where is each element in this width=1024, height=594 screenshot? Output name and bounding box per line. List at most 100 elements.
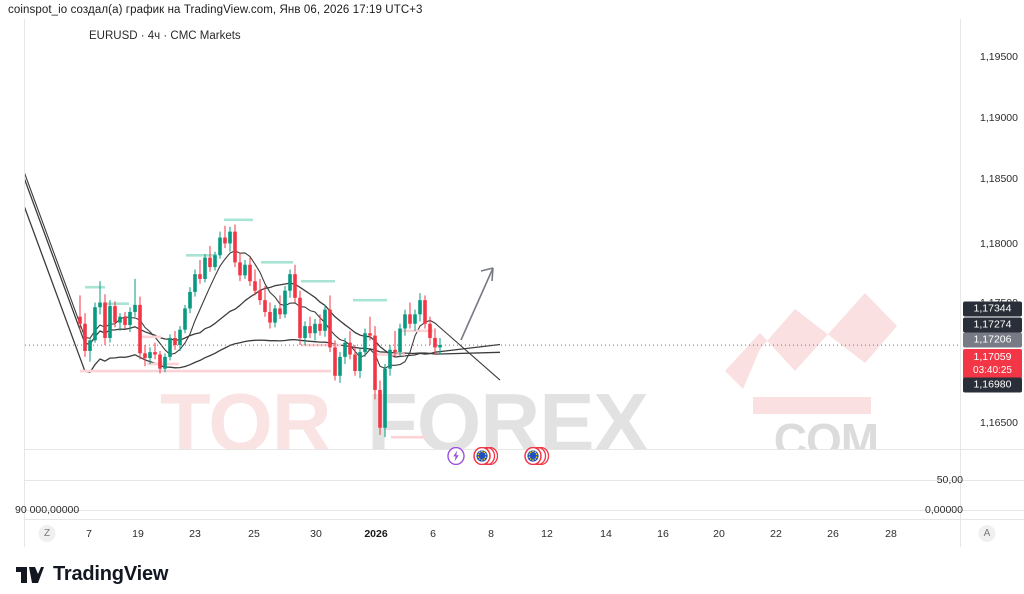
candle-body xyxy=(243,264,247,276)
candle-body xyxy=(383,368,387,428)
time-axis-tick: 23 xyxy=(189,528,201,540)
candle-body xyxy=(228,231,232,244)
candle-body xyxy=(433,337,437,348)
candle-body xyxy=(198,274,202,279)
candle-body xyxy=(293,274,297,298)
candle-body xyxy=(168,337,172,357)
candle-body xyxy=(403,314,407,329)
candle-body xyxy=(183,308,187,330)
candle-body xyxy=(83,323,87,351)
tradingview-logo-icon xyxy=(16,566,44,583)
price-axis-tick: 1,16500 xyxy=(980,417,1018,429)
candle-body xyxy=(158,354,162,369)
up-trend-arrow-shaft[interactable] xyxy=(460,267,494,341)
candle-body xyxy=(343,342,347,357)
candle-body xyxy=(238,262,242,276)
economic-event-eu-2-icon[interactable] xyxy=(524,446,550,470)
candle-body xyxy=(213,255,217,268)
time-axis-tick: 19 xyxy=(132,528,144,540)
candle-body xyxy=(408,314,412,324)
candle-body xyxy=(338,356,342,376)
time-axis-tick: 22 xyxy=(770,528,782,540)
candle-body xyxy=(118,316,122,323)
economic-event-eu-1-icon[interactable] xyxy=(473,446,499,470)
time-scale-reset-button[interactable]: Z xyxy=(38,525,56,542)
price-badge-ask[interactable]: 1,17344 xyxy=(963,301,1022,317)
candle-body xyxy=(413,314,417,324)
candle-body xyxy=(298,297,302,338)
candle-body xyxy=(103,302,107,338)
price-axis-tick: 1,18500 xyxy=(980,173,1018,185)
candle-body xyxy=(178,329,182,346)
candle-body xyxy=(148,352,152,359)
time-axis-tick: 7 xyxy=(86,528,92,540)
pane-separator-3 xyxy=(25,510,1024,511)
candle-body xyxy=(193,274,197,292)
time-axis-tick: 16 xyxy=(657,528,669,540)
price-badge-other[interactable]: 1,16980 xyxy=(963,377,1022,393)
candle-body xyxy=(308,326,312,334)
candle-body xyxy=(273,308,277,323)
price-badge-bid[interactable]: 1,17274 xyxy=(963,317,1022,333)
economic-event-lightning-icon[interactable] xyxy=(447,446,465,470)
price-scale[interactable]: 1,195001,190001,185001,180001,175001,165… xyxy=(960,19,1024,547)
candle-body xyxy=(123,316,127,325)
time-axis-tick: 25 xyxy=(248,528,260,540)
candle-body xyxy=(108,306,112,338)
candle-body xyxy=(303,326,307,338)
candle-body xyxy=(398,328,402,353)
candle-body xyxy=(423,300,427,324)
time-axis-tick: 2026 xyxy=(364,528,388,540)
time-axis-tick: 14 xyxy=(600,528,612,540)
candle-body xyxy=(138,304,142,354)
pane-separator-1 xyxy=(25,449,1024,450)
candle-body xyxy=(133,304,137,312)
candle-body xyxy=(323,309,327,331)
time-axis-tick: 20 xyxy=(713,528,725,540)
candle-body xyxy=(143,353,147,359)
candle-body xyxy=(233,231,237,263)
candle-body xyxy=(313,323,317,334)
time-axis-tick: 28 xyxy=(885,528,897,540)
price-badge-prev[interactable]: 1,17206 xyxy=(963,332,1022,348)
candle-body xyxy=(388,349,392,369)
time-axis-tick: 30 xyxy=(310,528,322,540)
candle-body xyxy=(78,316,82,324)
candle-body xyxy=(268,311,272,323)
moving-average-line-3 xyxy=(25,206,501,373)
candle-body xyxy=(203,257,207,279)
candle-body xyxy=(223,237,227,244)
candle-body xyxy=(153,352,157,355)
time-axis-tick: 26 xyxy=(827,528,839,540)
time-scale[interactable]: 7 19 23 25 30 2026 6 8 12 14 16 20 22 26 28 Z A xyxy=(25,519,1024,547)
candle-body xyxy=(248,264,252,282)
candle-body xyxy=(318,323,322,331)
tradingview-brand-name: TradingView xyxy=(53,563,169,585)
time-axis-tick: 8 xyxy=(488,528,494,540)
candle-body xyxy=(93,307,97,341)
price-badge-last[interactable]: 1,17059 03:40:25 xyxy=(963,349,1022,379)
price-axis-tick: 1,19500 xyxy=(980,51,1018,63)
attribution-text: coinspot_io создал(а) график на TradingV… xyxy=(8,4,423,16)
candle-body xyxy=(258,290,262,301)
candle-body xyxy=(348,342,352,355)
candle-body xyxy=(173,337,177,346)
candle-body xyxy=(128,311,132,325)
chart-frame: TOR FOREX .COM EURUSD · 4ч · CMC Markets… xyxy=(15,19,1024,547)
candle-body xyxy=(438,345,442,348)
price-axis-tick: 1,19000 xyxy=(980,112,1018,124)
candle-body xyxy=(263,300,267,312)
candle-body xyxy=(353,354,357,372)
candle-body xyxy=(373,335,377,390)
chart-plot-area[interactable]: TOR FOREX .COM EURUSD · 4ч · CMC Markets xyxy=(25,19,961,449)
price-axis-tick: 1,18000 xyxy=(980,238,1018,250)
candle-body xyxy=(253,281,257,291)
candle-body xyxy=(333,347,337,376)
chart-legend: EURUSD · 4ч · CMC Markets xyxy=(89,30,241,42)
candle-body xyxy=(218,237,222,256)
candle-body xyxy=(328,309,332,348)
time-scale-auto-button[interactable]: A xyxy=(978,525,996,542)
candle-body xyxy=(358,352,362,372)
candle-body xyxy=(378,389,382,428)
